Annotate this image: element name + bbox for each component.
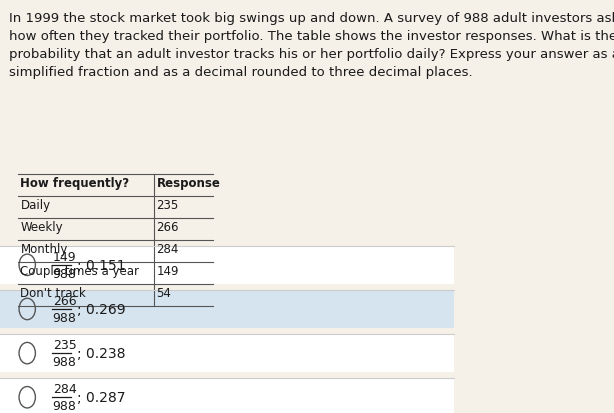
Text: ; 0.287: ; 0.287 (77, 390, 125, 404)
Text: 284: 284 (157, 242, 179, 256)
Text: 149: 149 (157, 265, 179, 278)
Text: 235: 235 (157, 199, 179, 211)
Text: ; 0.238: ; 0.238 (77, 346, 125, 360)
Text: 284: 284 (53, 382, 76, 395)
Text: How frequently?: How frequently? (20, 176, 130, 190)
Text: Don't track: Don't track (20, 287, 86, 299)
Text: 149: 149 (53, 250, 76, 263)
Text: ; 0.269: ; 0.269 (77, 302, 125, 316)
Text: 988: 988 (53, 399, 77, 412)
FancyBboxPatch shape (0, 378, 454, 413)
Text: 988: 988 (53, 267, 77, 280)
Text: Response: Response (157, 176, 220, 190)
FancyBboxPatch shape (0, 290, 454, 328)
Text: Monthly: Monthly (20, 242, 68, 256)
Text: 988: 988 (53, 311, 77, 324)
Text: 988: 988 (53, 355, 77, 368)
Text: Couple times a year: Couple times a year (20, 265, 139, 278)
Text: 54: 54 (157, 287, 171, 299)
Text: Daily: Daily (20, 199, 50, 211)
FancyBboxPatch shape (0, 246, 454, 284)
Text: 266: 266 (53, 294, 76, 307)
Text: ; 0.151: ; 0.151 (77, 258, 125, 272)
Text: 235: 235 (53, 338, 76, 351)
Text: Weekly: Weekly (20, 221, 63, 233)
Text: 266: 266 (157, 221, 179, 233)
FancyBboxPatch shape (0, 334, 454, 372)
Text: In 1999 the stock market took big swings up and down. A survey of 988 adult inve: In 1999 the stock market took big swings… (9, 12, 614, 79)
